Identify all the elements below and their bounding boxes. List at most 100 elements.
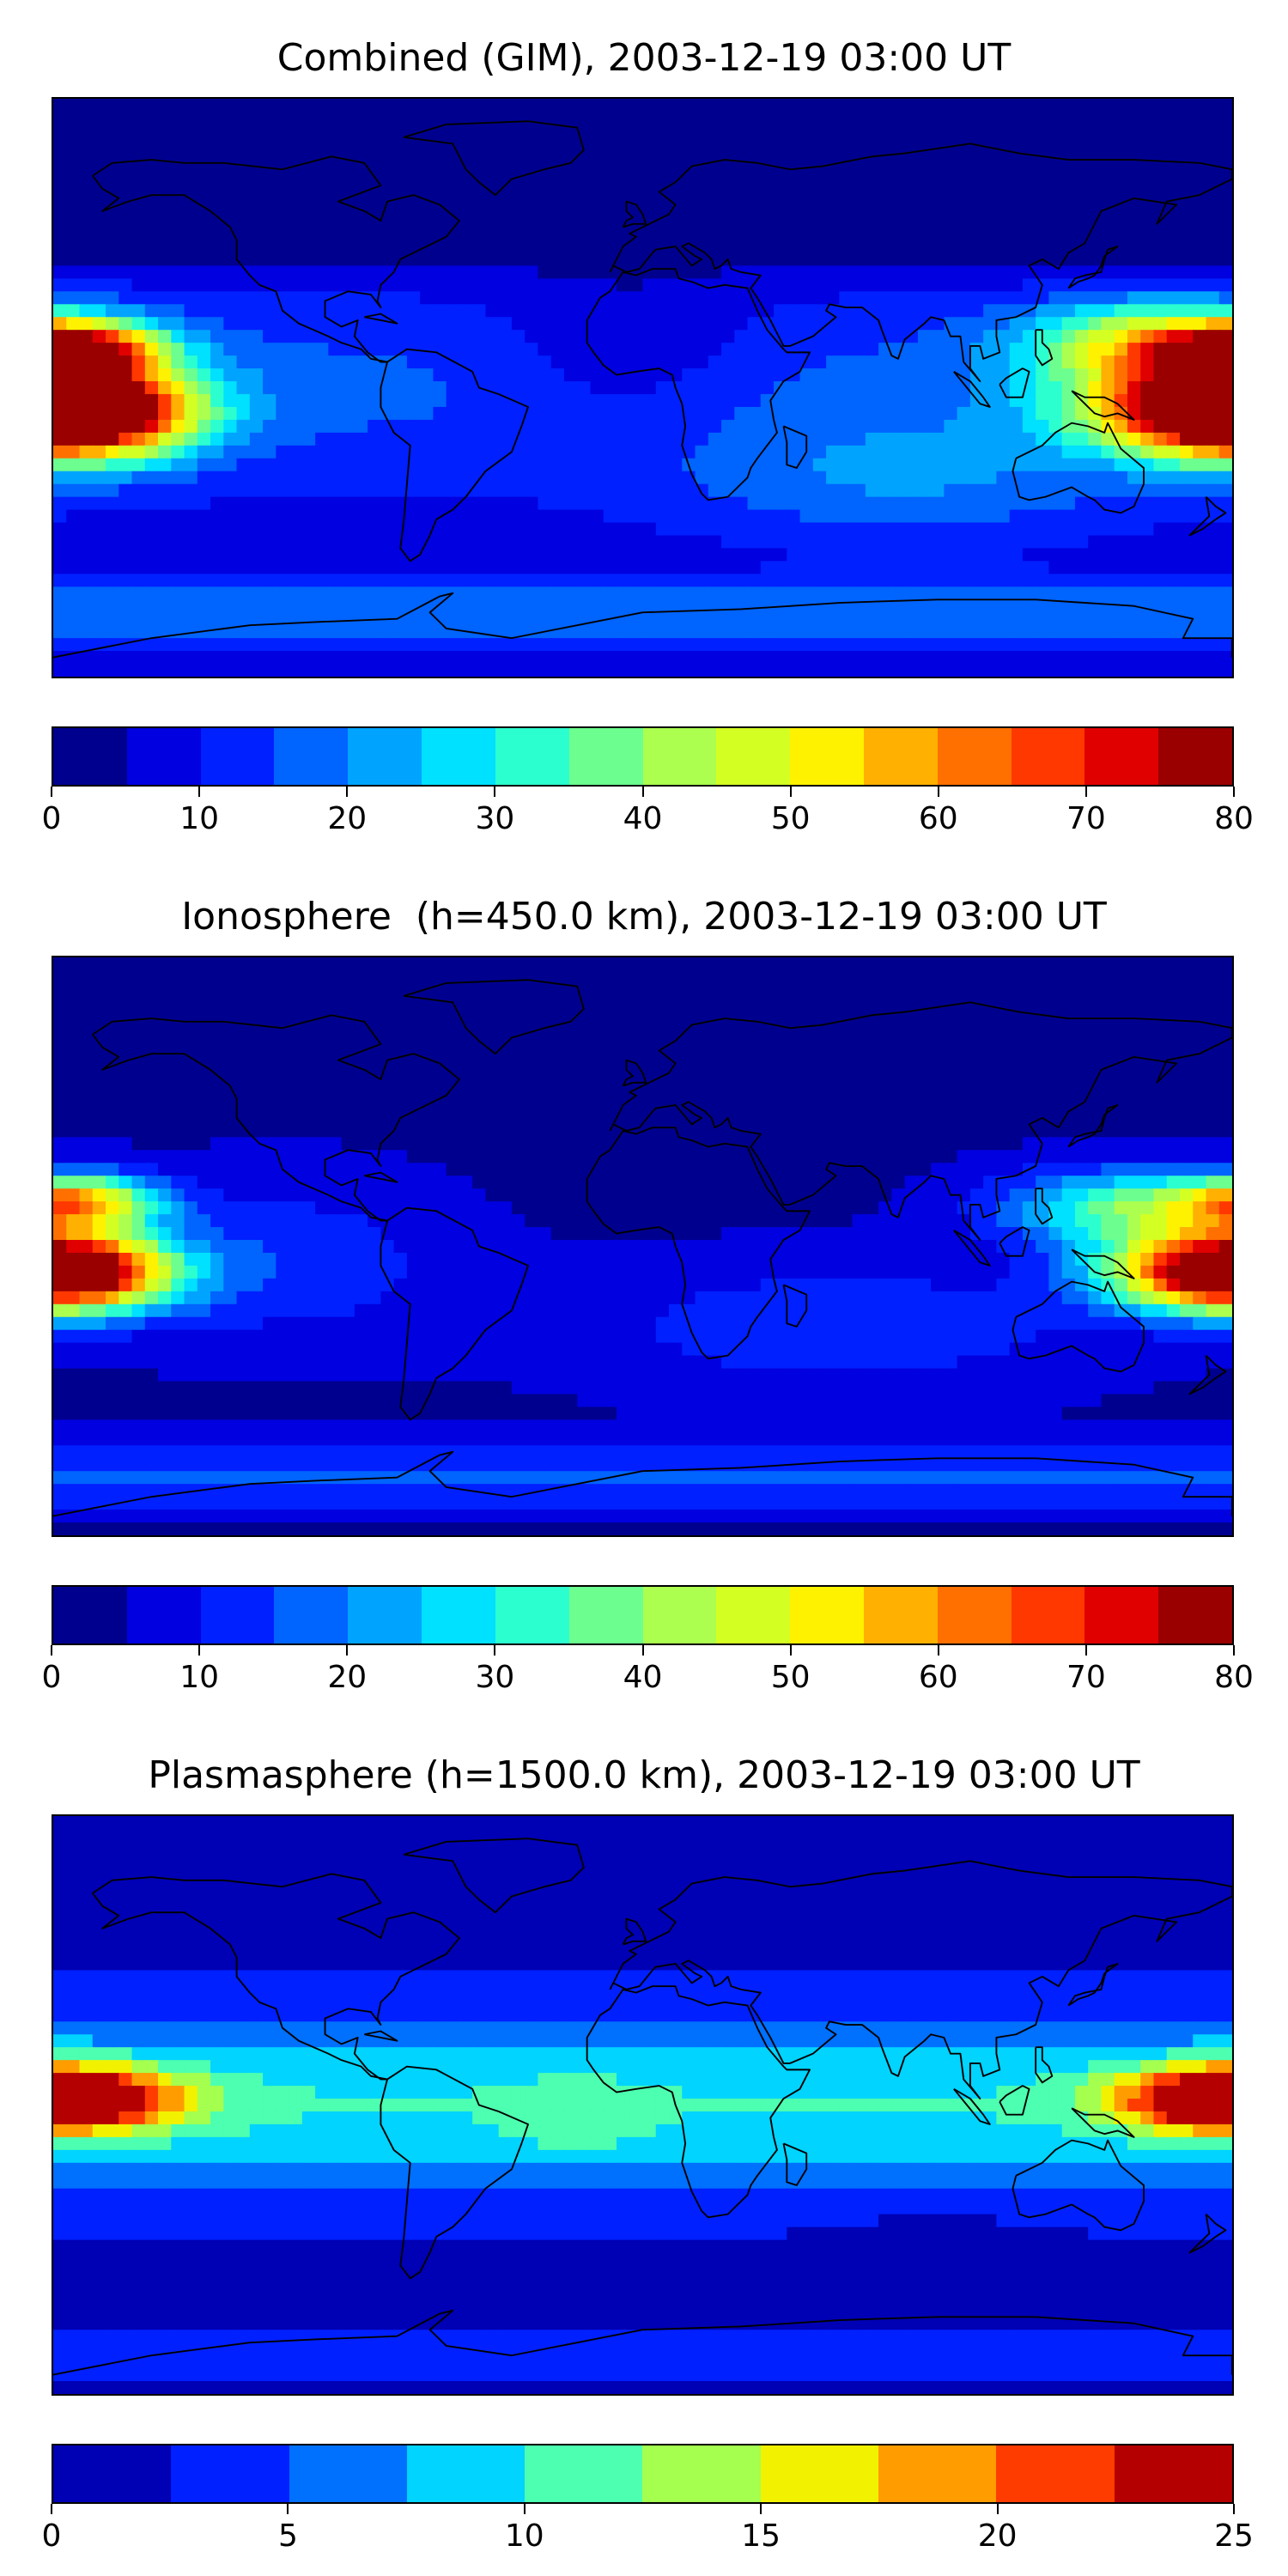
heatmap-cell bbox=[1140, 99, 1155, 112]
heatmap-cell bbox=[629, 458, 644, 472]
heatmap-cell bbox=[852, 343, 866, 356]
heatmap-cell bbox=[249, 664, 264, 677]
heatmap-cell bbox=[904, 1034, 919, 1048]
heatmap-cell bbox=[996, 265, 1011, 280]
heatmap-cell bbox=[446, 1034, 460, 1048]
heatmap-cell bbox=[1061, 252, 1076, 267]
heatmap-cell bbox=[446, 240, 460, 254]
heatmap-cell bbox=[787, 227, 801, 241]
heatmap-cell bbox=[249, 445, 264, 459]
heatmap-cell bbox=[354, 522, 368, 537]
heatmap-cell bbox=[525, 265, 539, 280]
heatmap-cell bbox=[131, 291, 146, 306]
heatmap-cell bbox=[79, 969, 94, 984]
heatmap-cell bbox=[996, 278, 1011, 293]
heatmap-cell bbox=[1101, 304, 1115, 319]
heatmap-cell bbox=[642, 432, 657, 447]
heatmap-cell bbox=[289, 188, 303, 203]
heatmap-cell bbox=[904, 574, 919, 588]
heatmap-cell bbox=[538, 599, 552, 614]
heatmap-cell bbox=[1179, 149, 1194, 164]
heatmap-cell bbox=[734, 548, 749, 562]
heatmap-cell bbox=[223, 162, 238, 177]
heatmap-cell bbox=[1048, 291, 1063, 306]
heatmap-cell bbox=[878, 445, 893, 459]
heatmap-cell bbox=[563, 214, 579, 228]
heatmap-cell bbox=[210, 432, 225, 447]
coastline bbox=[609, 143, 1232, 382]
heatmap-cell bbox=[669, 625, 683, 639]
heatmap-cell bbox=[917, 1047, 932, 1061]
heatmap-cell bbox=[721, 149, 736, 164]
heatmap-cell bbox=[171, 574, 185, 588]
heatmap-cell bbox=[485, 201, 500, 216]
heatmap-cell bbox=[538, 586, 552, 601]
heatmap-cell bbox=[695, 561, 709, 575]
heatmap-cell bbox=[315, 1021, 330, 1036]
heatmap-cell bbox=[682, 969, 696, 984]
heatmap-cell bbox=[1166, 278, 1181, 293]
heatmap-cell bbox=[276, 406, 290, 421]
heatmap-cell bbox=[1166, 419, 1181, 434]
heatmap-cell bbox=[550, 304, 565, 319]
heatmap-cell bbox=[1218, 1060, 1232, 1074]
heatmap-cell bbox=[406, 496, 421, 511]
heatmap-cell bbox=[734, 1072, 749, 1087]
heatmap-cell bbox=[904, 406, 919, 421]
heatmap-cell bbox=[1009, 496, 1024, 511]
heatmap-cell bbox=[931, 393, 945, 408]
heatmap-cell bbox=[1101, 381, 1115, 395]
heatmap-cell bbox=[983, 638, 998, 652]
heatmap-cell bbox=[563, 535, 579, 550]
heatmap-cell bbox=[852, 265, 866, 280]
heatmap-cell bbox=[1036, 188, 1050, 203]
heatmap-cell bbox=[53, 291, 68, 306]
heatmap-cell bbox=[1036, 1060, 1050, 1074]
heatmap-cell bbox=[695, 471, 709, 485]
heatmap-cell bbox=[747, 201, 762, 216]
coastline bbox=[999, 368, 1030, 398]
heatmap-cell bbox=[669, 586, 683, 601]
heatmap-cell bbox=[1179, 214, 1194, 228]
heatmap-cell bbox=[420, 664, 434, 677]
heatmap-cell bbox=[590, 483, 605, 498]
heatmap-cell bbox=[852, 252, 866, 267]
heatmap-cell bbox=[1179, 599, 1194, 614]
heatmap-cell bbox=[1101, 982, 1115, 997]
heatmap-cell bbox=[79, 496, 94, 511]
heatmap-cell bbox=[996, 162, 1011, 177]
heatmap-cell bbox=[969, 496, 984, 511]
heatmap-cell bbox=[931, 175, 945, 190]
heatmap-cell bbox=[944, 982, 958, 997]
heatmap-cell bbox=[1074, 240, 1090, 254]
heatmap-cell bbox=[590, 1034, 605, 1048]
heatmap-cell bbox=[642, 330, 657, 343]
heatmap-cell bbox=[563, 1072, 579, 1087]
heatmap-cell bbox=[669, 471, 683, 485]
heatmap-cell bbox=[1153, 406, 1168, 421]
heatmap-cell bbox=[263, 471, 277, 485]
heatmap-cell bbox=[682, 214, 696, 228]
heatmap-cell bbox=[1127, 124, 1142, 138]
heatmap-cell bbox=[511, 406, 526, 421]
heatmap-cell bbox=[1114, 330, 1128, 343]
heatmap-cell bbox=[774, 982, 788, 997]
heatmap-cell bbox=[1127, 496, 1142, 511]
heatmap-cell bbox=[406, 162, 421, 177]
heatmap-cell bbox=[446, 124, 460, 138]
heatmap-cell bbox=[655, 111, 670, 125]
heatmap-cell bbox=[249, 240, 264, 254]
heatmap-cell bbox=[891, 496, 906, 511]
heatmap-cell bbox=[760, 252, 775, 267]
heatmap-cell bbox=[1009, 317, 1024, 331]
heatmap-cell bbox=[249, 214, 264, 228]
heatmap-cell bbox=[368, 445, 382, 459]
heatmap-cell bbox=[53, 1021, 68, 1036]
heatmap-cell bbox=[249, 162, 264, 177]
heatmap-cell bbox=[393, 278, 408, 293]
heatmap-cell bbox=[616, 458, 631, 472]
heatmap-cell bbox=[1127, 317, 1142, 331]
heatmap-cell bbox=[197, 586, 211, 601]
heatmap-cell bbox=[878, 393, 893, 408]
coastline bbox=[1035, 329, 1054, 367]
